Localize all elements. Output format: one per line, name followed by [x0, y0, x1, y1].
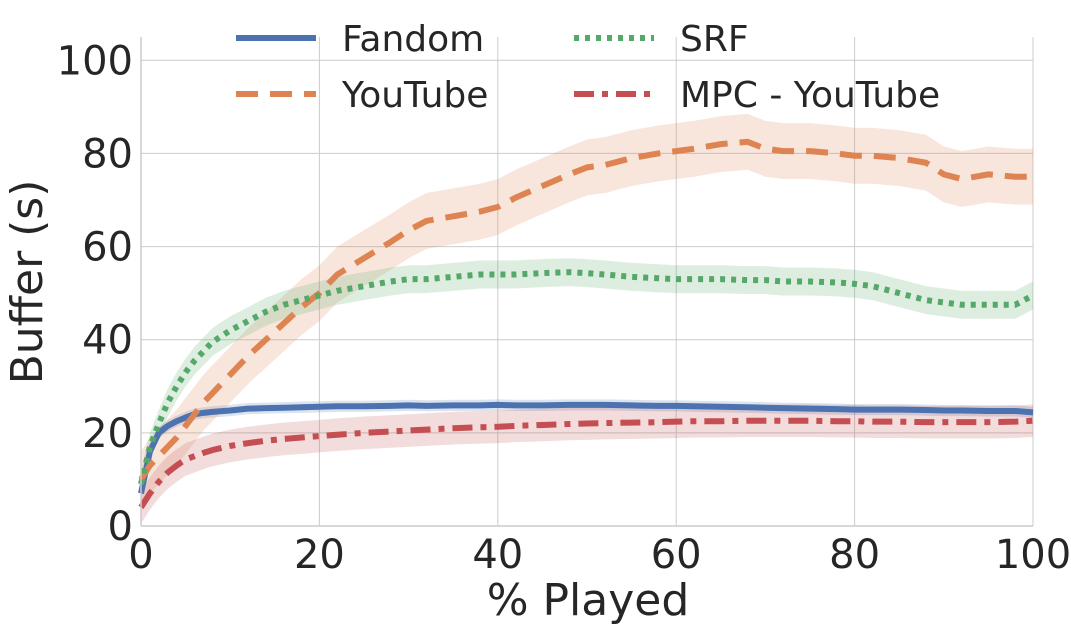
band-3: [141, 404, 1033, 524]
x-tick-label-3: 60: [651, 532, 702, 578]
legend-label-3: MPC - YouTube: [680, 75, 940, 116]
x-tick-label-4: 80: [829, 532, 880, 578]
band-1: [141, 113, 1033, 508]
x-tick-label-5: 100: [995, 532, 1071, 578]
x-tick-label-2: 40: [472, 532, 523, 578]
series-line-3: [138, 417, 1034, 509]
y-tick-label-3: 60: [82, 225, 133, 271]
y-tick-label-1: 20: [82, 411, 133, 457]
y-tick-label-5: 100: [57, 38, 133, 84]
legend-label-2: SRF: [680, 19, 749, 60]
legend-label-1: YouTube: [341, 75, 488, 116]
legend: Fandom YouTube SRF MPC - YouTube: [236, 19, 940, 116]
y-tick-label-4: 80: [82, 131, 133, 177]
legend-label-0: Fandom: [342, 19, 484, 60]
series-lines: [138, 138, 1035, 509]
y-axis-title: Buffer (s): [2, 180, 53, 385]
confidence-bands: [141, 113, 1033, 524]
y-tick-label-2: 40: [82, 318, 133, 364]
y-tick-label-0: 0: [108, 504, 133, 550]
axes: [140, 37, 1033, 527]
series-line-0: [138, 401, 1034, 495]
series-line-2: [138, 269, 1035, 485]
series-line-1: [138, 138, 1033, 482]
tick-labels: 0 20 40 60 80 100 0 20 40 60 80 100: [57, 38, 1071, 578]
x-tick-label-0: 0: [128, 532, 153, 578]
x-tick-label-1: 20: [294, 532, 345, 578]
x-axis-title: % Played: [487, 575, 690, 626]
grid-lines: [141, 37, 1034, 526]
